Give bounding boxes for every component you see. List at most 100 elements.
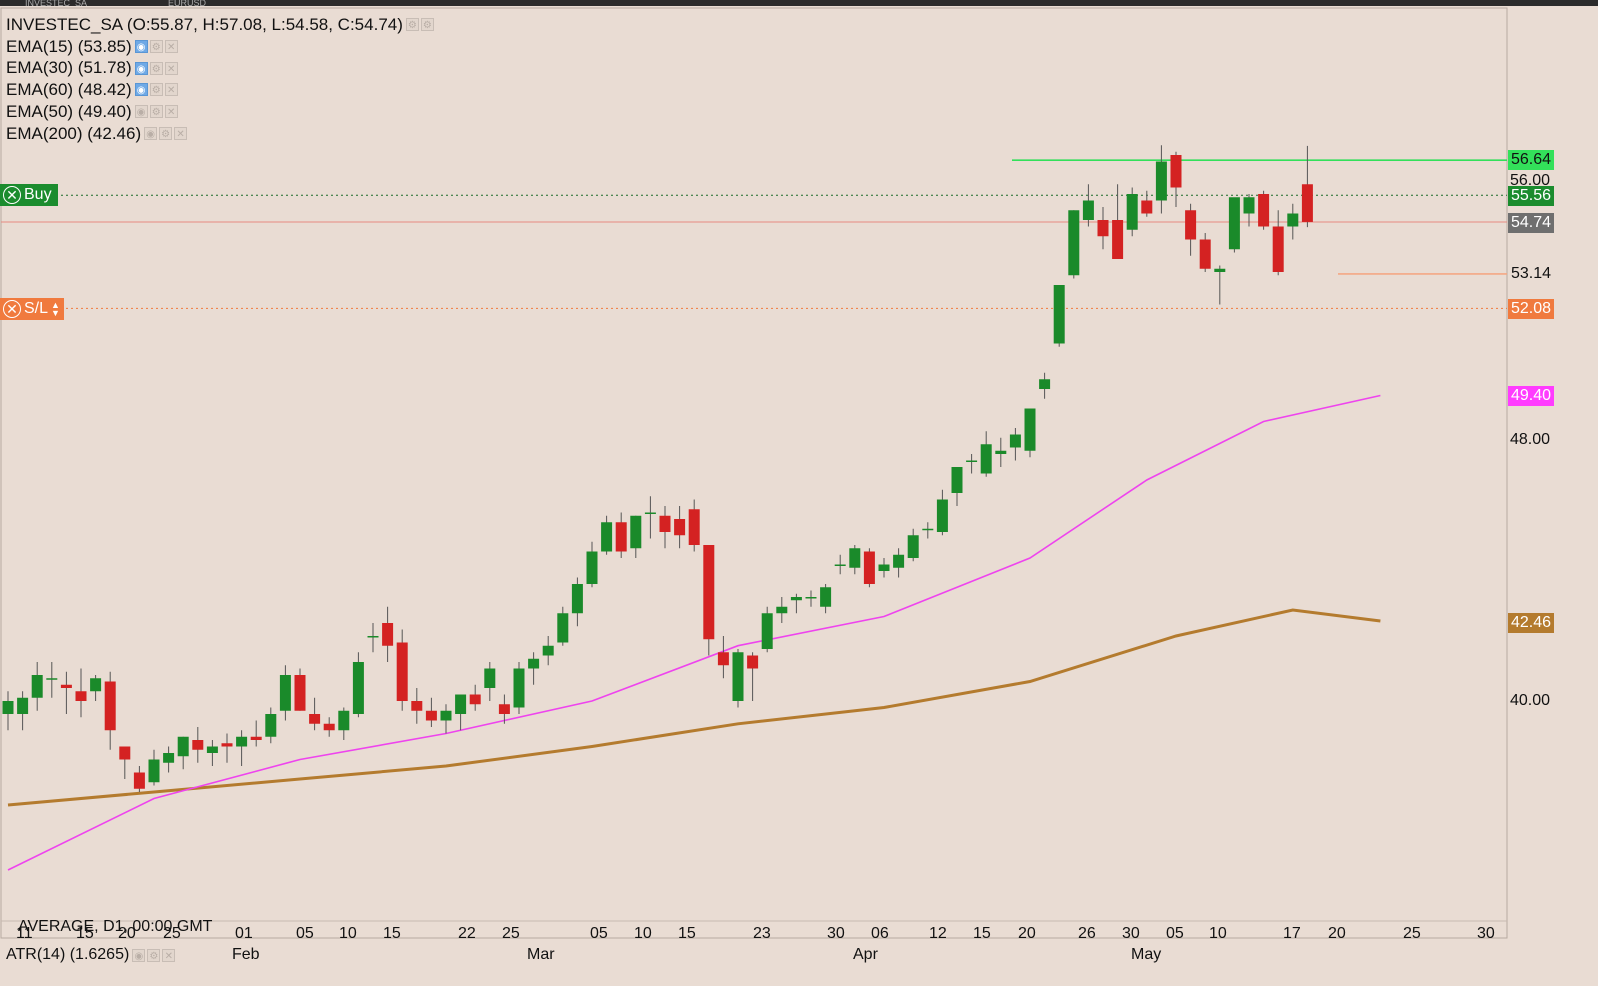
candles	[2, 145, 1313, 792]
candle-body	[732, 652, 744, 701]
buy-order-control[interactable]: ✕ Buy	[0, 184, 58, 206]
candle-body	[878, 564, 890, 571]
candle-body	[148, 759, 160, 783]
candle-body	[1082, 200, 1094, 220]
buy-price-label: 55.56	[1508, 186, 1555, 206]
x-tick: 23	[753, 925, 771, 942]
eye-icon[interactable]: ◉	[134, 105, 148, 119]
eye-icon[interactable]: ◉	[132, 948, 146, 962]
candle-body	[863, 551, 875, 584]
candle-body	[498, 704, 510, 714]
stop-loss-control[interactable]: ✕ S/L ▲ ▼	[0, 298, 64, 320]
close-icon[interactable]: ✕	[164, 40, 178, 54]
indicator-ema15[interactable]: EMA(15) (53.85) ◉ ⚙ ✕	[6, 36, 434, 58]
candle-body	[177, 736, 189, 757]
candle-body	[776, 606, 788, 614]
target-price-label: 53.14	[1511, 265, 1552, 282]
eye-icon[interactable]: ◉	[134, 40, 148, 54]
candle	[455, 694, 467, 731]
candle-body	[469, 694, 481, 705]
candle	[776, 597, 788, 623]
gear-icon[interactable]: ⚙	[149, 61, 163, 75]
candle-body	[425, 710, 437, 721]
candle	[90, 675, 102, 701]
x-tick: 10	[634, 925, 652, 942]
x-tick: 12	[929, 925, 947, 942]
candle-body	[2, 701, 14, 714]
candle-body	[1170, 155, 1182, 188]
gear-icon[interactable]: ⚙	[149, 40, 163, 54]
candle	[425, 697, 437, 727]
gear-icon[interactable]: ⚙	[149, 105, 163, 119]
candle-body	[221, 743, 233, 747]
candle	[542, 636, 554, 666]
settings-icon[interactable]: ⚙	[405, 18, 419, 32]
close-icon[interactable]: ✕	[164, 83, 178, 97]
candle-body	[951, 467, 963, 493]
tab-eurusd[interactable]: EURUSD	[168, 0, 207, 6]
candle-body	[557, 613, 569, 643]
close-icon[interactable]: ✕	[3, 186, 21, 204]
indicator-ema30[interactable]: EMA(30) (51.78) ◉ ⚙ ✕	[6, 57, 434, 79]
up-down-arrows-icon[interactable]: ▲ ▼	[51, 300, 60, 318]
y-tick: 48.00	[1510, 431, 1551, 448]
eye-icon[interactable]: ◉	[134, 61, 148, 75]
x-tick: 25	[1403, 925, 1421, 942]
candle-body	[1112, 220, 1124, 259]
candle-body	[323, 723, 335, 731]
gear-icon[interactable]: ⚙	[147, 948, 161, 962]
settings-icon[interactable]: ⚙	[420, 18, 434, 32]
stop-loss-label: S/L	[24, 300, 49, 317]
x-month-label: Mar	[527, 946, 555, 963]
candle-body	[1301, 184, 1313, 222]
candle	[761, 606, 773, 653]
indicator-ema60[interactable]: EMA(60) (48.42) ◉ ⚙ ✕	[6, 79, 434, 101]
eye-icon[interactable]: ◉	[134, 83, 148, 97]
indicator-ema50[interactable]: EMA(50) (49.40) ◉ ⚙ ✕	[6, 101, 434, 123]
indicator-ema200[interactable]: EMA(200) (42.46) ◉ ⚙ ✕	[6, 123, 434, 145]
candle-body	[338, 710, 350, 731]
candle	[980, 431, 992, 477]
candle-body	[1097, 220, 1109, 237]
x-tick: 30	[1477, 925, 1495, 942]
candle-body	[601, 522, 613, 552]
close-icon[interactable]: ✕	[3, 300, 21, 318]
candle	[717, 636, 729, 679]
candle-body	[528, 658, 540, 669]
gear-icon[interactable]: ⚙	[149, 83, 163, 97]
candle-body	[1214, 268, 1226, 272]
ema-lines	[7, 394, 1381, 871]
candle	[498, 694, 510, 724]
x-tick: 06	[871, 925, 889, 942]
close-icon[interactable]: ✕	[164, 61, 178, 75]
candle	[1126, 187, 1138, 237]
candle	[192, 727, 204, 763]
x-month-label: May	[1131, 946, 1162, 963]
close-icon[interactable]: ✕	[174, 126, 188, 140]
candle	[1199, 233, 1211, 272]
close-icon[interactable]: ✕	[162, 948, 176, 962]
price-levels	[1, 159, 1507, 309]
candle	[60, 671, 72, 714]
candle	[2, 691, 14, 731]
candle	[133, 766, 145, 792]
candle	[951, 467, 963, 506]
y-tick: 56.00	[1510, 172, 1551, 189]
close-icon[interactable]: ✕	[164, 105, 178, 119]
candle	[732, 649, 744, 708]
candle	[557, 606, 569, 646]
candle-body	[411, 701, 423, 711]
gear-icon[interactable]: ⚙	[159, 126, 173, 140]
atr-indicator[interactable]: ATR(14) (1.6265) ◉ ⚙ ✕	[6, 946, 176, 964]
candle-body	[1024, 408, 1036, 451]
x-tick: 11	[16, 925, 33, 942]
eye-icon[interactable]: ◉	[144, 126, 158, 140]
candle-body	[119, 746, 131, 760]
candle-body	[761, 613, 773, 649]
candle-body	[60, 684, 72, 688]
tab-investec[interactable]: INVESTEC_SA	[25, 0, 88, 6]
candle-body	[90, 678, 102, 692]
candle-body	[250, 736, 262, 740]
candle	[1155, 145, 1167, 214]
